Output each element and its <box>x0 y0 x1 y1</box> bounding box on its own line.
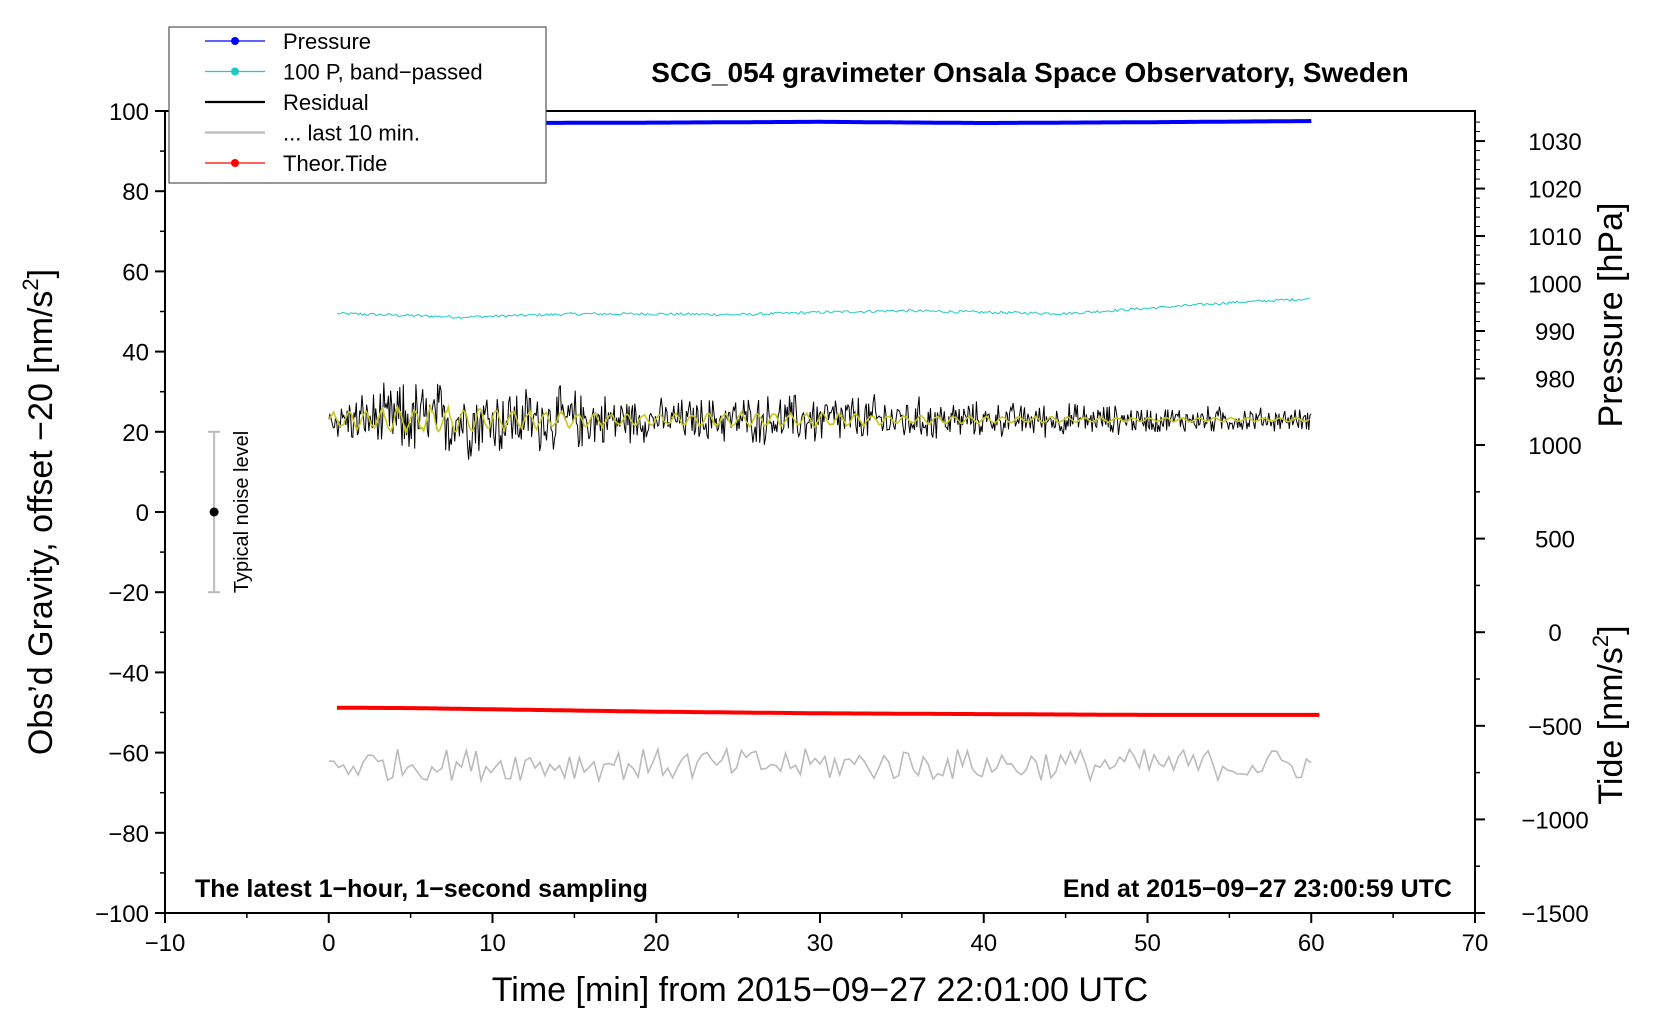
legend-item: 100 P, band−passed <box>205 60 483 85</box>
y-tick-label: 0 <box>136 500 149 527</box>
series-last-10-min <box>328 746 1312 784</box>
y-tick-label: 100 <box>109 99 149 126</box>
legend: Pressure 100 P, band−passed Residual ... la… <box>168 26 547 184</box>
pressure-tick-label: 1020 <box>1528 177 1581 204</box>
x-tick-label: −10 <box>145 930 186 957</box>
x-tick-label: 10 <box>479 930 506 957</box>
y-title-main-sup: 2 <box>18 278 43 290</box>
legend-item: Pressure <box>205 29 371 54</box>
y-title-main-end: ] <box>22 269 60 278</box>
x-tick-label: 20 <box>643 930 670 957</box>
pressure-tick-label: 1000 <box>1528 272 1581 299</box>
y-tick-label: −60 <box>108 741 149 768</box>
legend-item: Theor.Tide <box>205 151 387 176</box>
y-title-main-text: Obs’d Gravity, offset −20 [nm/s <box>22 291 60 756</box>
legend-marker <box>231 67 239 76</box>
chart-title: SCG_054 gravimeter Onsala Space Observat… <box>651 57 1408 88</box>
x-tick-label: 30 <box>807 930 834 957</box>
legend-box <box>168 26 547 184</box>
x-tick-label: 40 <box>970 930 997 957</box>
y-title-tide-sup: 2 <box>1588 635 1613 647</box>
tide-tick-label: −500 <box>1528 714 1582 741</box>
noise-label: Typical noise level <box>231 431 253 593</box>
plot-frame <box>164 110 1476 914</box>
y-axis-title-main: Obs’d Gravity, offset −20 [nm/s2] <box>18 269 60 755</box>
tide-tick-label: 500 <box>1535 527 1575 554</box>
pressure-tick-label: 980 <box>1535 366 1575 393</box>
series-residual-filtered <box>328 403 1310 434</box>
legend-marker <box>231 37 239 45</box>
series-residual <box>328 382 1312 460</box>
y-tick-label: 40 <box>122 340 149 367</box>
legend-marker <box>231 159 239 167</box>
series-pressure-bandpassed <box>336 297 1310 320</box>
tide-tick-label: 0 <box>1548 620 1561 647</box>
tide-tick-label: −1500 <box>1521 901 1588 928</box>
y-tick-label: 20 <box>122 420 149 447</box>
legend-label: 100 P, band−passed <box>283 60 483 85</box>
y-tick-label: 80 <box>122 179 149 206</box>
y-tick-label: 60 <box>122 259 149 286</box>
noise-center-dot <box>209 507 219 517</box>
tide-tick-label: 1000 <box>1528 433 1581 460</box>
y-title-tide-text: Tide [nm/s <box>1592 647 1630 804</box>
annotation-right: End at 2015−09−27 23:00:59 UTC <box>1063 875 1452 903</box>
y-tick-label: −40 <box>108 660 149 687</box>
x-axis-title: Time [min] from 2015−09−27 22:01:00 UTC <box>492 971 1148 1009</box>
pressure-tick-label: 990 <box>1535 319 1575 346</box>
x-tick-label: 60 <box>1298 930 1325 957</box>
y-tick-label: −100 <box>95 901 149 928</box>
legend-item: Residual <box>205 90 369 115</box>
x-tick-label: 50 <box>1134 930 1161 957</box>
tide-tick-label: −1000 <box>1521 807 1588 834</box>
ticks-layer: −10 0 10 20 30 40 50 60 70−100−80−60−40−20020406… <box>95 99 1589 957</box>
noise-level-indicator: Typical noise level <box>208 430 253 594</box>
annotation-left: The latest 1−hour, 1−second sampling <box>195 875 648 903</box>
series-layer <box>328 119 1320 784</box>
legend-label: Theor.Tide <box>283 151 387 176</box>
legend-label: Residual <box>283 90 369 115</box>
series-theoretical-tide <box>336 705 1320 717</box>
legend-item: ... last 10 min. <box>205 121 420 146</box>
y-title-tide-end: ] <box>1592 625 1630 634</box>
pressure-tick-label: 1030 <box>1528 129 1581 156</box>
legend-label: Pressure <box>283 29 371 54</box>
y-axis-title-pressure: Pressure [hPa] <box>1592 203 1630 428</box>
y-tick-label: −20 <box>108 580 149 607</box>
y-axis-title-tide: Tide [nm/s2] <box>1588 625 1630 804</box>
x-tick-label: 0 <box>322 930 335 957</box>
pressure-tick-label: 1010 <box>1528 224 1581 251</box>
x-tick-label: 70 <box>1462 930 1489 957</box>
legend-label: ... last 10 min. <box>283 121 420 146</box>
y-tick-label: −80 <box>108 821 149 848</box>
